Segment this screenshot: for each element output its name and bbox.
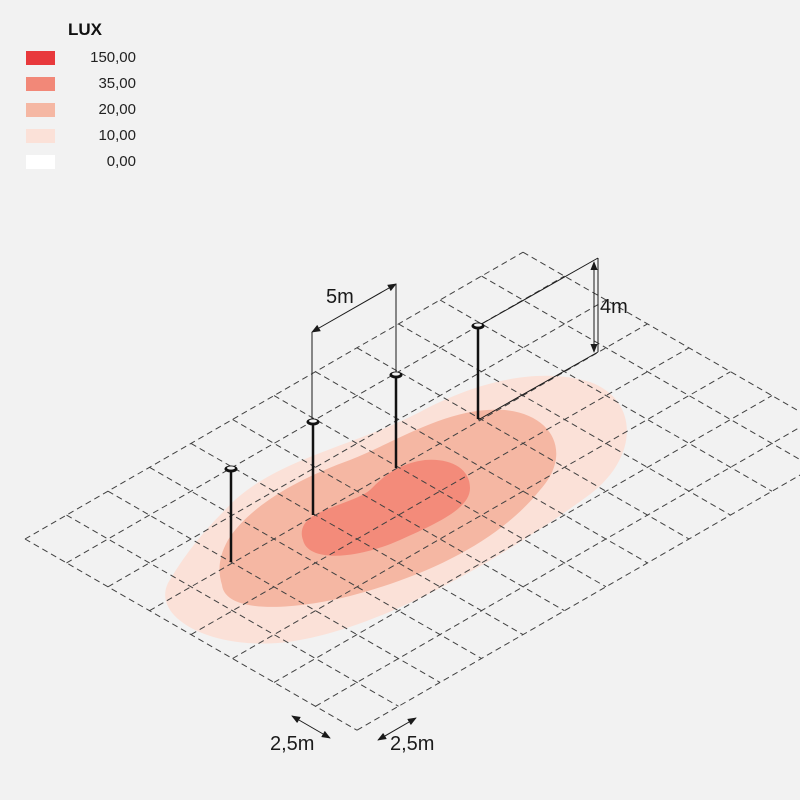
poles [224, 322, 485, 562]
grid-line [439, 299, 773, 492]
legend-swatch [26, 155, 55, 169]
isolux-contours [165, 375, 627, 644]
dimension-arrow-icon [291, 715, 331, 739]
legend-label: 35,00 [98, 75, 136, 92]
dimension-label-grid-y: 2,5m [390, 733, 434, 755]
dimension-label-height: 4m [600, 296, 628, 318]
legend-item-150: 150,00 [26, 49, 136, 66]
grid-line [356, 347, 690, 540]
dimension-arrow-icon [311, 283, 397, 333]
legend-label: 10,00 [98, 127, 136, 144]
dimension-lines [291, 257, 599, 741]
grid-line [24, 538, 358, 731]
ground-grid [24, 251, 800, 731]
pole-3 [389, 371, 403, 468]
grid-line [481, 275, 800, 461]
pole-4 [471, 322, 485, 419]
grid-line [190, 442, 524, 636]
grid-line [232, 419, 565, 612]
legend-label: 0,00 [106, 153, 136, 170]
legend-title: LUX [68, 20, 102, 39]
grid-line [273, 395, 607, 588]
legend-swatch [26, 103, 55, 117]
grid-line [66, 514, 399, 707]
pole-1 [224, 465, 238, 562]
legend-swatch [26, 51, 55, 65]
dimension-label-grid-x: 2,5m [270, 733, 314, 755]
grid-line [66, 275, 565, 564]
grid-line [107, 490, 441, 683]
legend-item-35: 35,00 [26, 75, 136, 92]
grid-line [149, 466, 482, 659]
grid-line [232, 371, 731, 659]
legend-swatch [26, 129, 55, 143]
contour-35-lux [301, 459, 470, 556]
grid-line [522, 251, 800, 413]
legend-swatch [26, 77, 55, 91]
legend-label: 150,00 [90, 49, 136, 66]
legend-item-20: 20,00 [26, 101, 136, 118]
legend-item-10: 10,00 [26, 127, 136, 144]
dimension-label-pole-spacing: 5m [326, 286, 354, 308]
grid-line [398, 323, 731, 516]
legend-item-0: 0,00 [26, 153, 136, 170]
legend-label: 20,00 [98, 101, 136, 118]
grid-line [273, 395, 773, 683]
grid-line [315, 371, 648, 564]
pole-2 [306, 418, 320, 515]
dimension-arrow-icon [377, 717, 417, 741]
